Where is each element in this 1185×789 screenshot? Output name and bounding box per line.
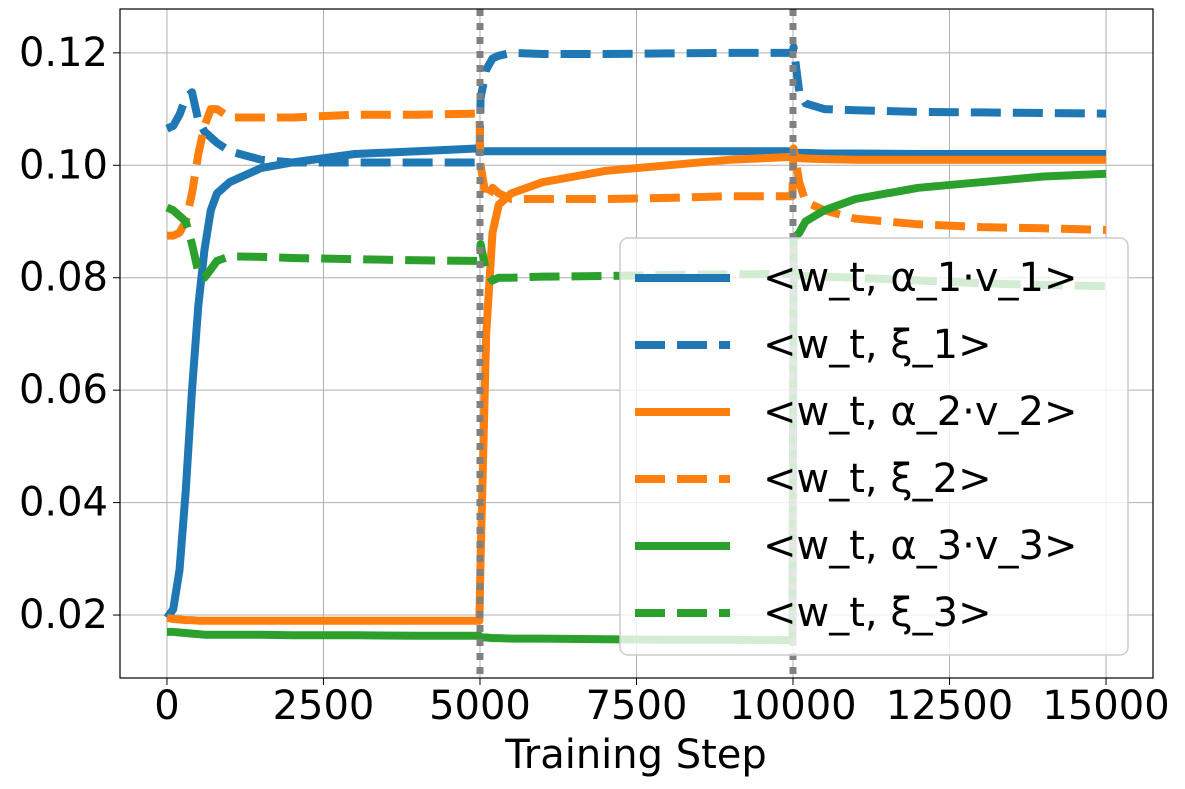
y-tick-label: 0.02 <box>19 592 108 638</box>
x-tick-label: 0 <box>154 683 179 729</box>
series-line <box>167 105 1107 240</box>
series-line <box>165 43 1107 167</box>
legend-label: <w_t, α_2·v_2> <box>763 389 1078 435</box>
plot-area <box>163 9 1107 678</box>
axes-frame <box>119 8 1154 679</box>
legend-label: <w_t, ξ_3> <box>763 590 992 636</box>
y-tick-label: 0.04 <box>19 480 108 526</box>
x-tick-label: 12500 <box>886 683 1013 729</box>
legend-label: <w_t, ξ_2> <box>763 456 992 502</box>
x-tick-label: 5000 <box>429 683 531 729</box>
legend-box <box>619 237 1129 656</box>
x-tick-label: 2500 <box>273 683 375 729</box>
series-line <box>166 152 1106 625</box>
series-line <box>163 144 1106 621</box>
x-tick-label: 15000 <box>1042 683 1169 729</box>
legend-label: <w_t, α_1·v_1> <box>763 255 1078 301</box>
y-tick-label: 0.12 <box>19 30 108 76</box>
y-tick-label: 0.08 <box>19 255 108 301</box>
x-tick-label: 7500 <box>586 683 688 729</box>
x-tick-label: 10000 <box>729 683 856 729</box>
y-tick-label: 0.06 <box>19 367 108 413</box>
legend-label: <w_t, α_3·v_3> <box>763 523 1078 569</box>
y-tick-label: 0.10 <box>19 142 108 188</box>
series-line <box>167 169 1107 645</box>
x-axis-label: Training Step <box>504 732 767 778</box>
legend-label: <w_t, ξ_1> <box>763 322 992 368</box>
